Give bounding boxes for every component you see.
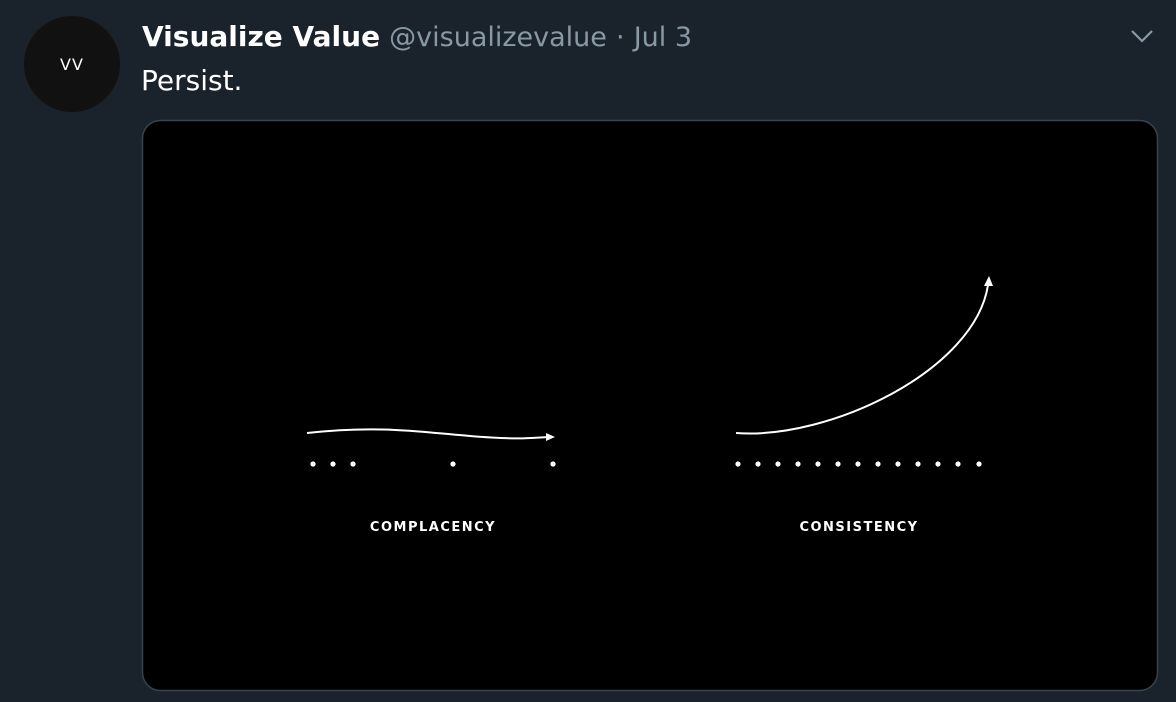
tweet-text: Persist.: [141, 64, 242, 97]
avatar-text: VV: [60, 55, 84, 74]
menu-chevron[interactable]: [1131, 30, 1153, 43]
author-name[interactable]: Visualize Value: [142, 20, 380, 53]
right-dots: [735, 461, 982, 467]
tweet-header: Visualize Value @visualizevalue · Jul 3: [142, 20, 692, 53]
tweet-image[interactable]: COMPLACENCY CONSISTENCY: [141, 119, 1159, 692]
left-dots: [310, 461, 556, 467]
arrow-head: [984, 276, 993, 286]
avatar[interactable]: VV: [24, 16, 120, 112]
right-label: CONSISTENCY: [799, 520, 918, 535]
avatar-circle: [24, 16, 120, 112]
flat-curve: [306, 428, 549, 440]
growth-curve: [735, 284, 989, 435]
image-frame: [141, 119, 1159, 692]
separator: ·: [616, 22, 625, 53]
tweet-date[interactable]: Jul 3: [632, 22, 692, 53]
left-label: COMPLACENCY: [370, 520, 496, 535]
arrow-head: [546, 433, 555, 441]
author-handle[interactable]: @visualizevalue: [389, 22, 607, 53]
